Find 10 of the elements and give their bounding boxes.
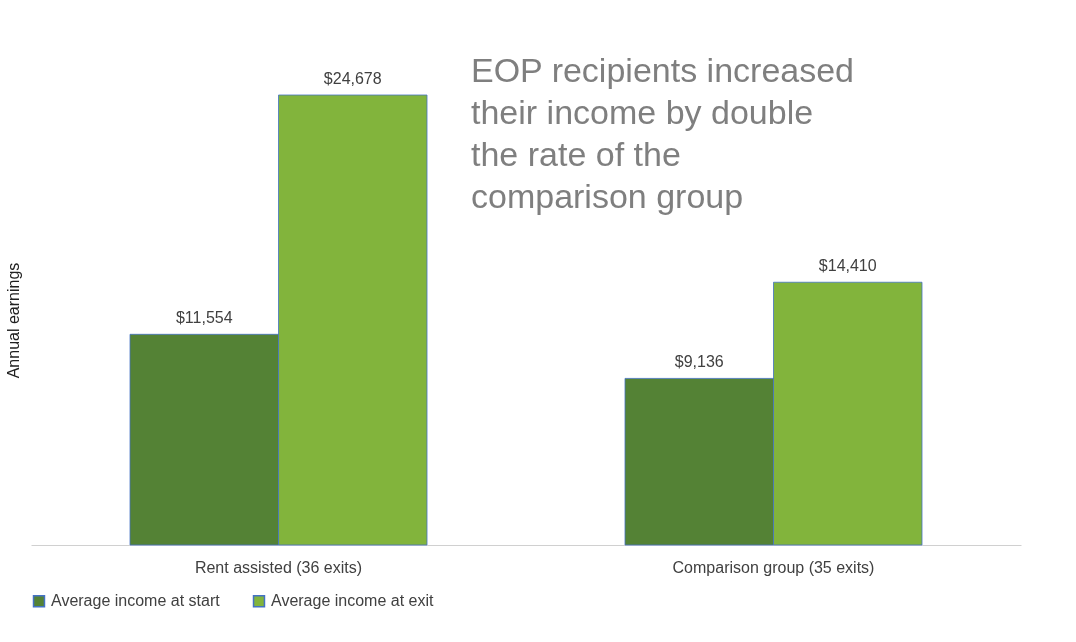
x-tick-label: Rent assisted (36 exits) [194, 558, 363, 576]
data-label: $9,136 [674, 353, 724, 371]
legend-label: Average income at start [51, 592, 221, 610]
annotation: EOP recipients increased their income by double the rate of the comparison group [471, 51, 855, 215]
x-tick-label: Comparison group (35 exits) [672, 558, 875, 576]
data-label: $14,410 [818, 257, 877, 275]
y-axis-title: Annual earnings [4, 262, 22, 379]
data-label: $11,554 [175, 309, 233, 327]
data-label: $24,678 [323, 70, 382, 87]
legend-label: Average income at exit [271, 592, 435, 610]
